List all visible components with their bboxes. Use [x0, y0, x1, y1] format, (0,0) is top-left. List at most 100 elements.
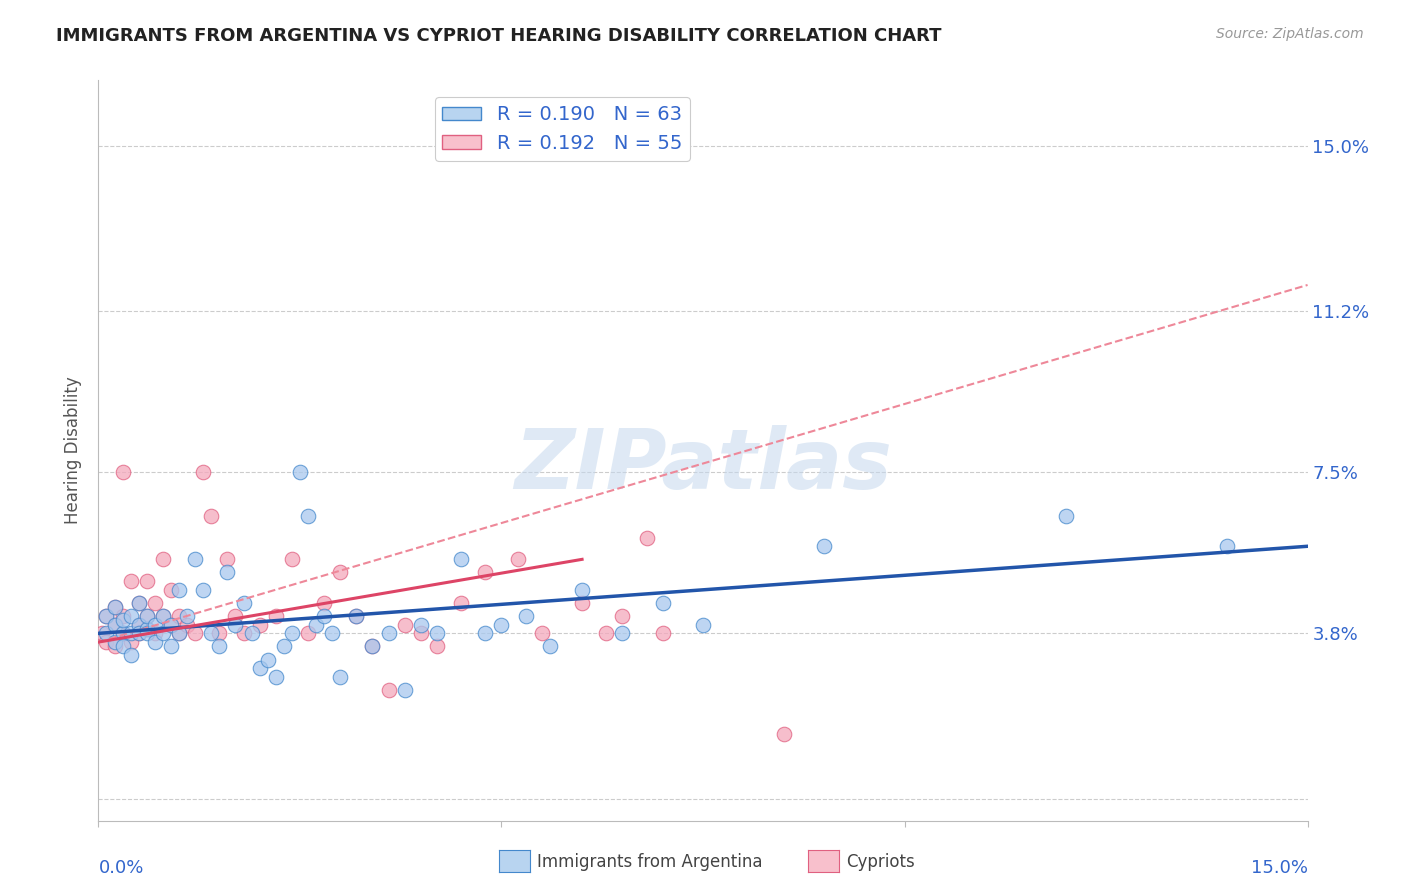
Point — [103, 617, 125, 632]
Point — [184, 626, 207, 640]
Point — [297, 626, 319, 640]
Point — [264, 670, 287, 684]
Text: Source: ZipAtlas.com: Source: ZipAtlas.com — [1216, 27, 1364, 41]
Point — [321, 626, 343, 640]
Point — [281, 626, 304, 640]
Point — [103, 617, 125, 632]
Point — [329, 670, 352, 684]
Point — [409, 626, 432, 640]
Point — [111, 609, 134, 624]
Point — [167, 626, 190, 640]
Point — [772, 726, 794, 740]
Point — [152, 626, 174, 640]
Point — [409, 617, 432, 632]
Point — [96, 635, 118, 649]
Point — [160, 640, 183, 654]
Point — [160, 617, 183, 632]
Point — [120, 626, 142, 640]
Point — [344, 609, 367, 624]
Point — [474, 566, 496, 580]
Point — [167, 609, 190, 624]
Point — [571, 582, 593, 597]
Point — [96, 609, 118, 624]
Point — [135, 609, 157, 624]
Point — [474, 626, 496, 640]
Point — [281, 552, 304, 566]
Point — [450, 596, 472, 610]
Legend: R = 0.190   N = 63, R = 0.192   N = 55: R = 0.190 N = 63, R = 0.192 N = 55 — [434, 97, 690, 161]
Point — [111, 626, 134, 640]
Point — [167, 626, 190, 640]
Point — [232, 596, 254, 610]
Point — [240, 626, 263, 640]
Point — [143, 635, 166, 649]
Point — [305, 617, 328, 632]
Point — [217, 566, 239, 580]
Point — [152, 552, 174, 566]
Point — [491, 617, 513, 632]
Point — [256, 652, 278, 666]
Point — [612, 609, 634, 624]
Point — [273, 640, 295, 654]
Point — [249, 661, 271, 675]
Point — [249, 617, 271, 632]
Point — [128, 626, 150, 640]
Point — [128, 617, 150, 632]
Point — [143, 617, 166, 632]
Point — [538, 640, 561, 654]
Point — [217, 552, 239, 566]
Point — [135, 622, 157, 636]
Point — [111, 613, 134, 627]
Point — [128, 626, 150, 640]
Point — [288, 465, 311, 479]
Point — [530, 626, 553, 640]
Point — [329, 566, 352, 580]
Point — [91, 626, 114, 640]
Point — [193, 465, 215, 479]
Text: ZIPatlas: ZIPatlas — [515, 425, 891, 506]
Point — [143, 626, 166, 640]
Point — [184, 552, 207, 566]
Point — [128, 596, 150, 610]
Point — [506, 552, 529, 566]
Text: IMMIGRANTS FROM ARGENTINA VS CYPRIOT HEARING DISABILITY CORRELATION CHART: IMMIGRANTS FROM ARGENTINA VS CYPRIOT HEA… — [56, 27, 942, 45]
Point — [135, 622, 157, 636]
Point — [103, 635, 125, 649]
Point — [377, 683, 399, 698]
Point — [314, 609, 336, 624]
Point — [232, 626, 254, 640]
Point — [612, 626, 634, 640]
Point — [224, 609, 246, 624]
Text: 15.0%: 15.0% — [1250, 859, 1308, 877]
Point — [120, 609, 142, 624]
Point — [120, 574, 142, 588]
Point — [200, 508, 222, 523]
Y-axis label: Hearing Disability: Hearing Disability — [65, 376, 83, 524]
Point — [135, 609, 157, 624]
Point — [264, 609, 287, 624]
Point — [103, 640, 125, 654]
Point — [176, 617, 198, 632]
Point — [111, 465, 134, 479]
Point — [152, 609, 174, 624]
Point — [193, 582, 215, 597]
Point — [160, 582, 183, 597]
Point — [135, 574, 157, 588]
Point — [120, 648, 142, 662]
Point — [200, 626, 222, 640]
Point — [813, 539, 835, 553]
Point — [651, 596, 673, 610]
Point — [692, 617, 714, 632]
Point — [377, 626, 399, 640]
Point — [128, 617, 150, 632]
Point — [361, 640, 384, 654]
Point — [103, 600, 125, 615]
Point — [103, 600, 125, 615]
Point — [297, 508, 319, 523]
Point — [120, 635, 142, 649]
Point — [128, 596, 150, 610]
Point — [450, 552, 472, 566]
Point — [111, 626, 134, 640]
Text: Cypriots: Cypriots — [846, 853, 915, 871]
Point — [224, 617, 246, 632]
